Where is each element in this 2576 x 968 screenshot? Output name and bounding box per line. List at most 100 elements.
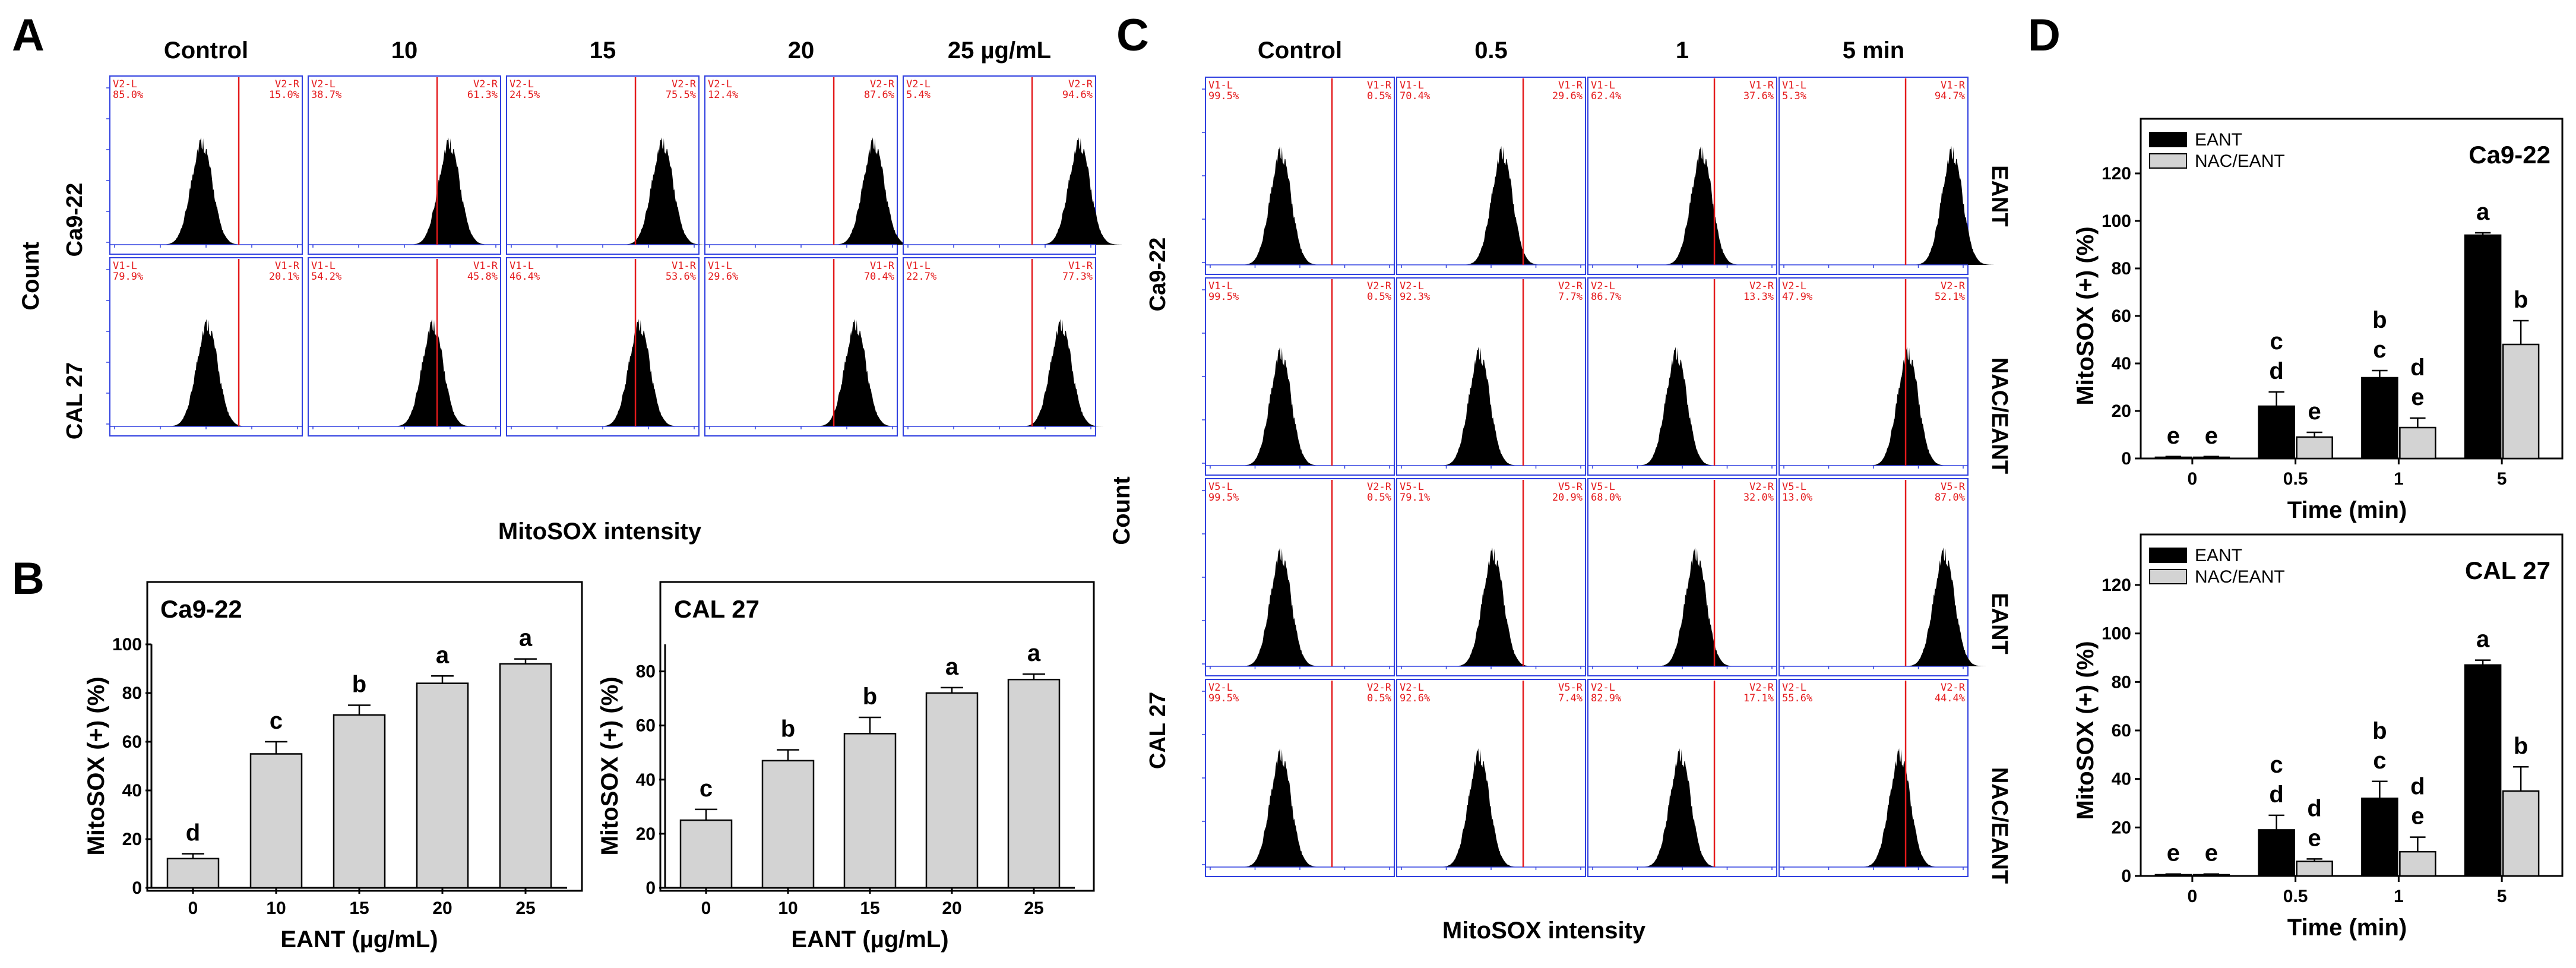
y-tick-label: 120	[2102, 575, 2131, 595]
gate-left-label: V2-L	[906, 78, 931, 90]
legend-swatch	[2149, 548, 2187, 563]
histogram-curve	[831, 137, 916, 245]
panel-a-y-title: Count	[18, 242, 44, 311]
panel-a-histogram: V2-L5.4% V2-R94.6%	[903, 75, 1122, 255]
histogram-curve	[1239, 347, 1322, 466]
panel-a-histogram: V1-L29.6% V1-R70.4%	[704, 257, 898, 436]
significance-letter: e	[2167, 423, 2180, 449]
gate-left-label: V1-L	[1591, 80, 1615, 91]
panel-a-row-label-ca922: Ca9-22	[62, 183, 87, 257]
gate-left-label: V5-L	[1782, 481, 1806, 493]
panel-c-histogram: V2-L55.6% V2-R44.4%	[1778, 679, 1969, 877]
bar	[2361, 377, 2398, 460]
gate-left-value: 79.1%	[1400, 492, 1430, 504]
gate-left-value: 99.5%	[1208, 692, 1239, 704]
y-tick-label: 20	[122, 830, 142, 849]
gate-left-value: 92.3%	[1400, 291, 1430, 303]
chart-title: Ca9-22	[160, 595, 242, 623]
panel-c-col-header: 5 min	[1843, 37, 1904, 64]
gate-left-label: V2-L	[311, 78, 336, 90]
gate-left-value: 24.5%	[509, 89, 540, 101]
panel-a-histogram: V1-L22.7% V1-R77.3%	[903, 257, 1104, 436]
panel-c-row-label-cal27: CAL 27	[1145, 692, 1170, 769]
gate-right-value: 0.5%	[1367, 291, 1391, 303]
panel-c-right-label-1: EANT	[1987, 165, 2012, 226]
bar	[2296, 861, 2333, 877]
y-tick-label: 20	[2112, 401, 2131, 421]
histogram-frame	[506, 257, 700, 436]
gate-right-label: V2-R	[1749, 481, 1774, 493]
gate-right-label: V2-R	[870, 78, 895, 90]
significance-letter: b	[2372, 718, 2387, 744]
gate-right-value: 20.9%	[1552, 492, 1583, 504]
panel-c-x-title: MitoSOX intensity	[1442, 918, 1646, 944]
chart-title: CAL 27	[674, 595, 759, 623]
gate-right-label: V5-R	[1558, 481, 1583, 493]
significance-letter: a	[945, 654, 959, 680]
x-axis-label: Time (min)	[2287, 497, 2407, 523]
significance-letter: a	[2476, 199, 2490, 225]
y-tick-label: 0	[2121, 449, 2131, 469]
panel-letter-c: C	[1116, 10, 1149, 61]
gate-right-label: V2-R	[275, 78, 300, 90]
bar	[333, 714, 386, 889]
gate-right-value: 77.3%	[1062, 271, 1093, 283]
panel-a-histogram: V1-L79.9% V1-R20.1%	[109, 257, 303, 436]
gate-left-label: V1-L	[1208, 280, 1233, 292]
significance-letter: a	[1027, 640, 1041, 666]
chart-frame	[146, 581, 583, 892]
gate-left-label: V1-L	[113, 260, 137, 272]
gate-right-value: 52.1%	[1935, 291, 1965, 303]
x-axis-label: EANT (µg/mL)	[280, 926, 438, 953]
legend-swatch	[2149, 153, 2187, 169]
significance-letter: c	[2270, 752, 2283, 778]
panel-a-col-header: 25 µg/mL	[948, 37, 1051, 64]
panel-b-chart-cal27: 0 20 40 60 80 0 10 15 20 25 c b b a a CAL 27 EANT (µg/mL…	[597, 581, 1095, 953]
gate-right-label: V2-R	[1941, 682, 1966, 694]
panel-c-histogram: V1-L5.3% V1-R94.7%	[1778, 77, 1994, 275]
gate-right-label: V2-R	[1367, 481, 1392, 493]
histogram-curve	[1638, 748, 1722, 867]
panel-c-col-header: 1	[1676, 37, 1689, 64]
gate-right-value: 45.8%	[467, 271, 498, 283]
gate-right-label: V1-R	[473, 260, 498, 272]
gate-right-label: V1-R	[1068, 260, 1093, 272]
panel-c-row-label-ca922: Ca9-22	[1145, 238, 1170, 312]
gate-right-value: 44.4%	[1935, 692, 1965, 704]
significance-letter: b	[863, 684, 877, 710]
bar	[2399, 850, 2436, 877]
x-tick-label: 1	[2394, 887, 2404, 906]
histogram-curve	[406, 137, 492, 245]
gate-right-value: 0.5%	[1367, 492, 1391, 504]
gate-left-label: V1-L	[1208, 80, 1233, 91]
histogram-curve	[1634, 347, 1718, 466]
chart-title: CAL 27	[2465, 556, 2550, 584]
gate-left-label: V2-L	[1782, 280, 1806, 292]
significance-letter: b	[352, 672, 366, 698]
histogram-curve	[1437, 748, 1521, 867]
histogram-curve	[620, 137, 705, 245]
gate-left-value: 99.5%	[1208, 492, 1239, 504]
gate-right-label: V1-R	[275, 260, 300, 272]
x-tick-label: 20	[942, 899, 961, 918]
histogram-curve	[1451, 548, 1535, 666]
y-tick-label: 0	[2121, 866, 2131, 886]
significance-letter: e	[2205, 423, 2218, 449]
legend-label: NAC/EANT	[2195, 151, 2285, 171]
chart-frame	[659, 581, 1095, 892]
y-tick-label: 20	[636, 824, 656, 844]
gate-left-label: V1-L	[708, 260, 732, 272]
panel-c-histogram: V5-L68.0% V2-R32.0%	[1587, 478, 1777, 676]
panel-a-flow-grid: Control 10 15 20 25 µg/mLV2-L85.0%V2-R15.0%V…	[106, 37, 1122, 436]
significance-letter: b	[781, 716, 795, 742]
bar	[2296, 436, 2333, 460]
gate-left-value: 13.0%	[1782, 492, 1812, 504]
panel-c-histogram: V5-L99.5% V2-R0.5%	[1205, 478, 1395, 676]
gate-right-label: V1-R	[1941, 80, 1966, 91]
histogram-curve	[1460, 146, 1544, 265]
gate-right-label: V1-R	[1367, 80, 1392, 91]
panel-a-histogram: V1-L46.4% V1-R53.6%	[506, 257, 700, 436]
histogram-frame	[1205, 77, 1395, 275]
x-tick-label: 0	[188, 899, 198, 918]
